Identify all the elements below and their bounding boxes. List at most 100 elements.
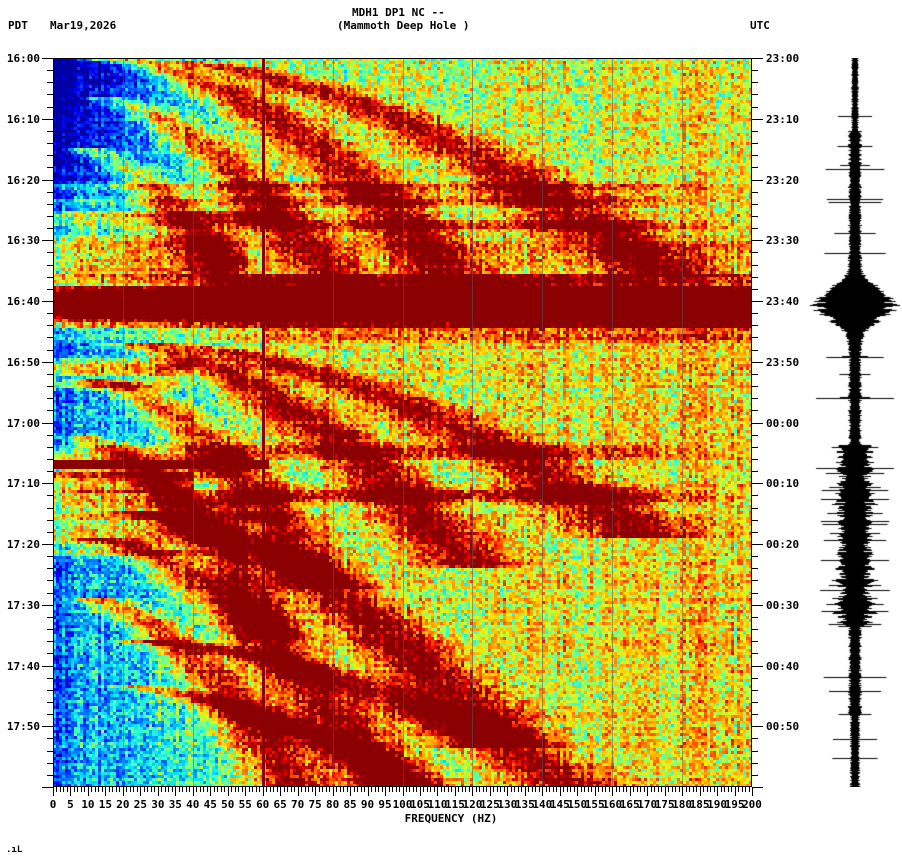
time-tick-minor xyxy=(47,629,53,630)
freq-label: 110 xyxy=(427,798,448,811)
time-tick-minor xyxy=(752,702,758,703)
freq-tick-minor xyxy=(451,787,452,792)
freq-tick-minor xyxy=(319,787,320,792)
freq-tick-minor xyxy=(644,787,645,792)
freq-tick-minor xyxy=(497,787,498,792)
freq-label: 30 xyxy=(151,798,165,811)
spectrogram-plot[interactable] xyxy=(53,58,752,787)
freq-tick-major xyxy=(420,787,421,796)
freq-label: 10 xyxy=(81,798,95,811)
freq-tick-minor xyxy=(518,787,519,792)
time-tick-minor xyxy=(752,495,758,496)
freq-tick-minor xyxy=(486,787,487,792)
freq-tick-major xyxy=(455,787,456,796)
freq-label: 85 xyxy=(343,798,357,811)
time-tick-major xyxy=(42,544,53,545)
freq-tick-major xyxy=(123,787,124,796)
freq-tick-minor xyxy=(56,787,57,792)
freq-tick-minor xyxy=(144,787,145,792)
time-tick-minor xyxy=(47,289,53,290)
freq-tick-minor xyxy=(567,787,568,792)
freq-tick-minor xyxy=(686,787,687,792)
time-tick-minor xyxy=(47,325,53,326)
freq-tick-minor xyxy=(137,787,138,792)
freq-label: 115 xyxy=(444,798,465,811)
freq-tick-major xyxy=(577,787,578,796)
freq-tick-minor xyxy=(549,787,550,792)
freq-label: 135 xyxy=(514,798,535,811)
freq-tick-minor xyxy=(609,787,610,792)
time-tick-minor xyxy=(752,556,758,557)
freq-tick-minor xyxy=(423,787,424,792)
time-tick-minor xyxy=(752,155,758,156)
freq-tick-minor xyxy=(476,787,477,792)
time-tick-minor xyxy=(752,593,758,594)
freq-tick-minor xyxy=(693,787,694,792)
freq-tick-minor xyxy=(354,787,355,792)
time-label-utc: 00:40 xyxy=(766,659,800,673)
time-tick-minor xyxy=(752,653,758,654)
freq-tick-major xyxy=(193,787,194,796)
time-label-utc: 23:40 xyxy=(766,295,800,308)
time-tick-major xyxy=(42,362,53,363)
freq-label: 185 xyxy=(689,798,710,811)
freq-tick-minor xyxy=(738,787,739,792)
time-tick-major xyxy=(752,544,763,545)
freq-tick-minor xyxy=(74,787,75,792)
freq-tick-minor xyxy=(77,787,78,792)
freq-tick-minor xyxy=(546,787,547,792)
time-tick-minor xyxy=(47,398,53,399)
freq-label: 145 xyxy=(549,798,570,811)
freq-tick-major xyxy=(105,787,106,796)
freq-tick-minor xyxy=(109,787,110,792)
time-tick-major xyxy=(42,666,53,667)
freq-tick-minor xyxy=(130,787,131,792)
time-tick-minor xyxy=(47,94,53,95)
freq-tick-minor xyxy=(416,787,417,792)
time-tick-minor xyxy=(752,471,758,472)
freq-tick-minor xyxy=(364,787,365,792)
spectrogram-canvas[interactable] xyxy=(53,58,752,787)
freq-tick-minor xyxy=(721,787,722,792)
time-tick-minor xyxy=(47,252,53,253)
frequency-axis-title: FREQUENCY (HZ) xyxy=(404,812,498,825)
time-tick-minor xyxy=(752,532,758,533)
time-tick-minor xyxy=(47,410,53,411)
time-tick-minor xyxy=(752,690,758,691)
time-tick-minor xyxy=(752,763,758,764)
time-tick-minor xyxy=(752,143,758,144)
time-tick-minor xyxy=(752,410,758,411)
freq-label: 180 xyxy=(672,798,693,811)
freq-label: 130 xyxy=(497,798,518,811)
time-tick-major xyxy=(752,787,763,788)
time-tick-major xyxy=(752,666,763,667)
freq-tick-minor xyxy=(427,787,428,792)
freq-tick-minor xyxy=(375,787,376,792)
freq-label: 150 xyxy=(567,798,588,811)
time-tick-minor xyxy=(47,678,53,679)
freq-tick-minor xyxy=(462,787,463,792)
time-tick-minor xyxy=(47,192,53,193)
freq-tick-minor xyxy=(256,787,257,792)
freq-tick-major xyxy=(717,787,718,796)
freq-tick-minor xyxy=(430,787,431,792)
time-tick-minor xyxy=(47,337,53,338)
header-timezone-right: UTC xyxy=(750,19,770,32)
freq-tick-minor xyxy=(119,787,120,792)
freq-tick-major xyxy=(210,787,211,796)
freq-tick-minor xyxy=(242,787,243,792)
freq-tick-minor xyxy=(361,787,362,792)
time-tick-minor xyxy=(47,459,53,460)
freq-tick-minor xyxy=(602,787,603,792)
time-tick-minor xyxy=(752,374,758,375)
freq-tick-minor xyxy=(308,787,309,792)
freq-tick-minor xyxy=(224,787,225,792)
time-tick-minor xyxy=(47,70,53,71)
freq-tick-minor xyxy=(441,787,442,792)
freq-tick-major xyxy=(665,787,666,796)
freq-tick-minor xyxy=(266,787,267,792)
time-label-pdt: 17:20 xyxy=(6,538,40,551)
time-label-utc: 00:10 xyxy=(766,477,800,491)
time-tick-minor xyxy=(752,325,758,326)
freq-tick-minor xyxy=(710,787,711,792)
